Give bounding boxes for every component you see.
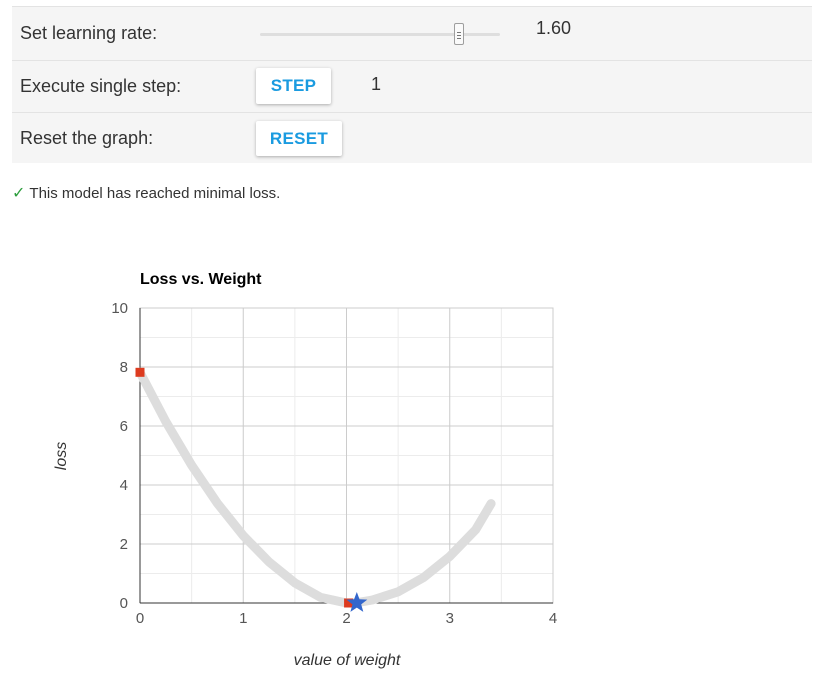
x-axis-title: value of weight: [294, 652, 401, 669]
x-tick-label: 3: [446, 610, 454, 627]
learning-rate-value: 1.60: [536, 18, 572, 38]
grip-icon: [457, 32, 461, 39]
x-tick-label: 2: [342, 610, 350, 627]
y-tick-label: 0: [120, 595, 128, 612]
learning-rate-slider-track[interactable]: [260, 33, 500, 36]
chart-series: [135, 367, 496, 612]
weight-marker: [344, 598, 354, 608]
reset-row: Reset the graph: RESET: [12, 113, 812, 163]
check-icon: ✓: [12, 185, 26, 202]
status-text: This model has reached minimal loss.: [29, 184, 281, 202]
reset-label: Reset the graph:: [20, 127, 154, 148]
learning-rate-row: Set learning rate: 1.60: [12, 6, 812, 61]
y-tick-label: 8: [120, 359, 128, 376]
status-message: ✓ This model has reached minimal loss.: [12, 183, 280, 203]
loss-curve: [135, 367, 496, 608]
minimum-star-icon: [346, 592, 368, 612]
y-tick-label: 2: [120, 536, 128, 553]
learning-rate-slider-thumb[interactable]: [454, 23, 464, 45]
chart-grid: [139, 307, 554, 604]
weight-marker: [135, 367, 145, 377]
chart-ticks: 0 1 2 3 4 0 2 4 6 8 10: [111, 300, 557, 627]
x-tick-label: 0: [136, 610, 144, 627]
y-tick-label: 6: [120, 418, 128, 435]
step-row: Execute single step: STEP 1: [12, 61, 812, 113]
step-button[interactable]: STEP: [256, 68, 331, 104]
step-label: Execute single step:: [20, 76, 182, 96]
y-axis-title: loss: [53, 442, 70, 470]
learning-rate-label: Set learning rate:: [20, 23, 158, 43]
controls-panel: Set learning rate: 1.60 Execute single s…: [12, 6, 812, 163]
x-tick-label: 4: [549, 610, 557, 627]
y-tick-label: 4: [120, 477, 128, 494]
x-tick-label: 1: [239, 610, 247, 627]
reset-button[interactable]: RESET: [256, 121, 342, 156]
y-tick-label: 10: [111, 300, 128, 317]
chart-title: Loss vs. Weight: [140, 271, 262, 288]
step-count: 1: [371, 74, 382, 94]
